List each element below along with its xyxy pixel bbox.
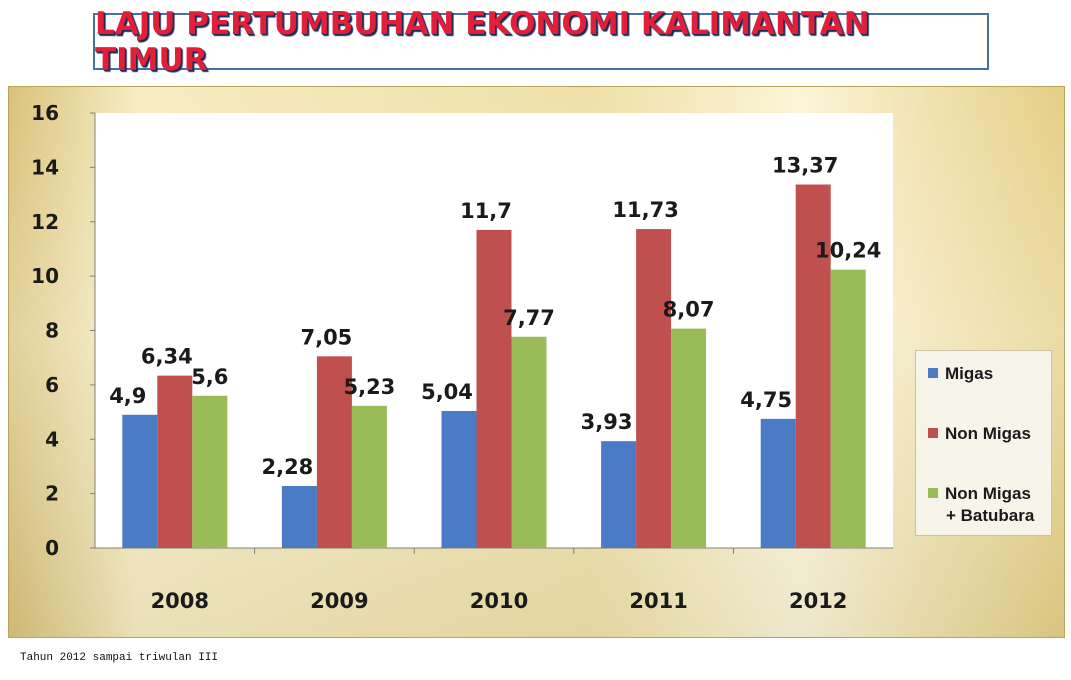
footnote: Tahun 2012 sampai triwulan III — [20, 652, 218, 664]
data-label-non-migas-batubara: 5,6 — [191, 365, 228, 389]
data-label-migas: 2,28 — [261, 455, 313, 479]
bar-non-migas-batubara — [352, 406, 387, 548]
y-tick-label: 12 — [31, 210, 59, 234]
bar-migas — [442, 411, 477, 548]
x-tick-label: 2008 — [151, 589, 209, 613]
data-label-non-migas-batubara: 7,77 — [503, 306, 555, 330]
bar-non-migas-batubara — [831, 270, 866, 548]
data-label-non-migas: 11,73 — [612, 198, 678, 222]
data-label-non-migas-batubara: 5,23 — [343, 375, 395, 399]
legend-item-non-migas: Non Migas — [928, 423, 1031, 445]
legend-item-non-migas-batubara: Non Migas + Batubara — [928, 483, 1034, 527]
x-tick-label: 2011 — [629, 589, 687, 613]
bar-non-migas — [636, 229, 671, 548]
bar-migas — [601, 441, 636, 548]
legend-swatch-non-migas-batubara — [928, 488, 938, 498]
legend-label-non-migas-batubara: Non Migas + Batubara — [945, 483, 1034, 527]
x-tick-label: 2009 — [310, 589, 368, 613]
legend-swatch-non-migas — [928, 428, 938, 438]
y-tick-label: 8 — [45, 319, 59, 343]
bar-migas — [122, 415, 157, 548]
legend-label-line1: Non Migas — [945, 484, 1031, 503]
y-tick-label: 16 — [31, 101, 59, 125]
y-tick-label: 6 — [45, 373, 59, 397]
bar-non-migas — [157, 376, 192, 548]
bar-migas — [282, 486, 317, 548]
x-tick-label: 2012 — [789, 589, 847, 613]
bar-non-migas-batubara — [512, 337, 547, 548]
data-label-non-migas: 11,7 — [460, 199, 512, 223]
data-label-non-migas-batubara: 10,24 — [815, 239, 881, 263]
data-label-non-migas: 6,34 — [141, 345, 193, 369]
bar-migas — [761, 419, 796, 548]
y-tick-label: 2 — [45, 482, 59, 506]
data-label-migas: 4,75 — [740, 388, 792, 412]
legend-label-migas: Migas — [945, 363, 993, 385]
legend-label-line2: + Batubara — [945, 505, 1034, 527]
y-tick-label: 10 — [31, 264, 59, 288]
data-label-non-migas: 13,37 — [772, 154, 838, 178]
data-label-non-migas-batubara: 8,07 — [663, 298, 715, 322]
data-label-non-migas: 7,05 — [300, 325, 352, 349]
x-tick-label: 2010 — [470, 589, 528, 613]
y-tick-label: 0 — [45, 536, 59, 560]
legend-swatch-migas — [928, 368, 938, 378]
legend-label-non-migas: Non Migas — [945, 423, 1031, 445]
chart-legend: Migas Non Migas Non Migas + Batubara — [915, 350, 1052, 536]
y-tick-label: 4 — [45, 427, 59, 451]
data-label-migas: 4,9 — [109, 384, 146, 408]
data-label-migas: 5,04 — [421, 380, 473, 404]
y-tick-label: 14 — [31, 155, 59, 179]
bar-non-migas — [477, 230, 512, 548]
data-label-migas: 3,93 — [581, 410, 633, 434]
bar-non-migas-batubara — [192, 396, 227, 548]
bar-non-migas-batubara — [671, 329, 706, 548]
legend-item-migas: Migas — [928, 363, 993, 385]
